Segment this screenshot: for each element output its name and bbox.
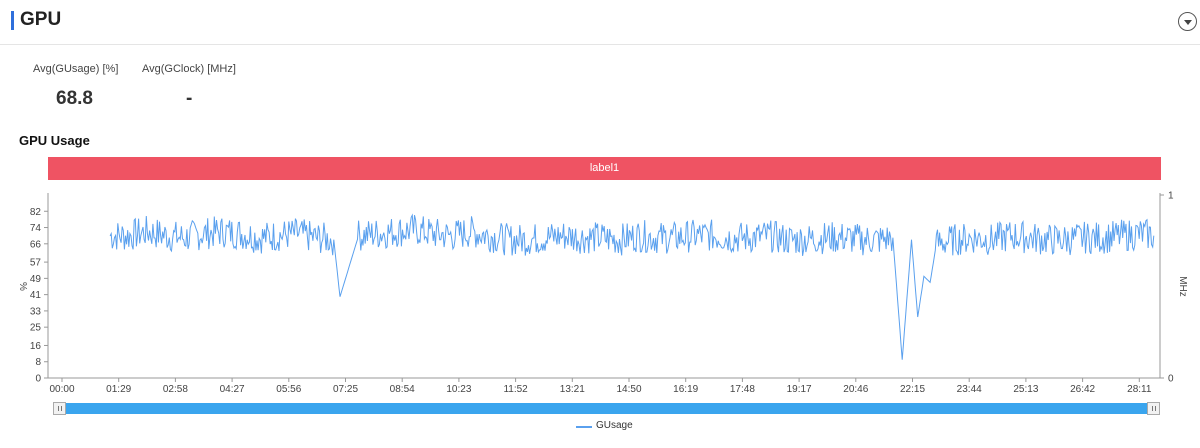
x-tick-label: 13:21 <box>560 384 585 395</box>
stat-value-gusage: 68.8 <box>56 88 93 109</box>
x-tick-label: 20:46 <box>843 384 868 395</box>
section-title: GPU Usage <box>19 133 90 148</box>
y2-tick-label: 1 <box>1168 191 1174 202</box>
x-tick-label: 05:56 <box>276 384 301 395</box>
label-bar[interactable]: label1 <box>48 157 1161 180</box>
collapse-button[interactable] <box>1178 12 1197 31</box>
x-tick-label: 26:42 <box>1070 384 1095 395</box>
y-tick-label: 74 <box>30 223 42 234</box>
x-tick-label: 10:23 <box>446 384 471 395</box>
stat-label-gclock: Avg(GClock) [MHz] <box>142 63 236 75</box>
y-tick-label: 82 <box>30 207 42 218</box>
slider-track[interactable] <box>57 403 1156 414</box>
x-tick-label: 28:11 <box>1127 384 1152 395</box>
x-tick-label: 00:00 <box>49 384 74 395</box>
panel-header: GPU <box>0 0 1200 45</box>
legend-label: GUsage <box>596 420 633 431</box>
y-tick-label: 16 <box>30 341 42 352</box>
y-axis-title: % <box>17 282 28 291</box>
y-tick-label: 0 <box>35 374 41 385</box>
y-tick-label: 33 <box>30 306 42 317</box>
x-tick-label: 22:15 <box>900 384 925 395</box>
x-tick-label: 17:48 <box>730 384 755 395</box>
stat-label-gusage: Avg(GUsage) [%] <box>33 63 119 75</box>
y-tick-label: 66 <box>30 239 42 250</box>
x-tick-label: 16:19 <box>673 384 698 395</box>
series-line-gusage <box>109 213 1155 360</box>
x-tick-label: 04:27 <box>220 384 245 395</box>
x-tick-label: 02:58 <box>163 384 188 395</box>
legend-line-swatch <box>576 426 592 428</box>
y-tick-label: 8 <box>35 357 41 368</box>
gpu-usage-chart: 0 8 16 25 33 41 49 57 66 74 82 0 1% MHz 00:00 01:29 02:5… <box>17 191 1188 396</box>
time-range-slider[interactable] <box>53 402 1160 415</box>
x-tick-label: 14:50 <box>616 384 641 395</box>
y-tick-label: 41 <box>30 290 42 301</box>
y-tick-label: 25 <box>30 323 42 334</box>
y-tick-label: 49 <box>30 274 42 285</box>
y2-axis-title: MHz <box>1177 276 1188 297</box>
y-tick-label: 57 <box>30 258 42 269</box>
x-tick-label: 11:52 <box>503 384 528 395</box>
chevron-down-icon <box>1184 20 1192 25</box>
x-tick-label: 23:44 <box>957 384 982 395</box>
x-tick-label: 01:29 <box>106 384 131 395</box>
x-tick-label: 08:54 <box>390 384 415 395</box>
panel-title: GPU <box>20 9 62 30</box>
slider-handle-left[interactable] <box>53 402 66 415</box>
x-tick-label: 19:17 <box>787 384 812 395</box>
y2-tick-label: 0 <box>1168 374 1174 385</box>
header-accent-bar <box>11 11 14 30</box>
slider-handle-right[interactable] <box>1147 402 1160 415</box>
stat-value-gclock: - <box>186 88 193 109</box>
x-tick-label: 25:13 <box>1013 384 1038 395</box>
x-tick-label: 07:25 <box>333 384 358 395</box>
